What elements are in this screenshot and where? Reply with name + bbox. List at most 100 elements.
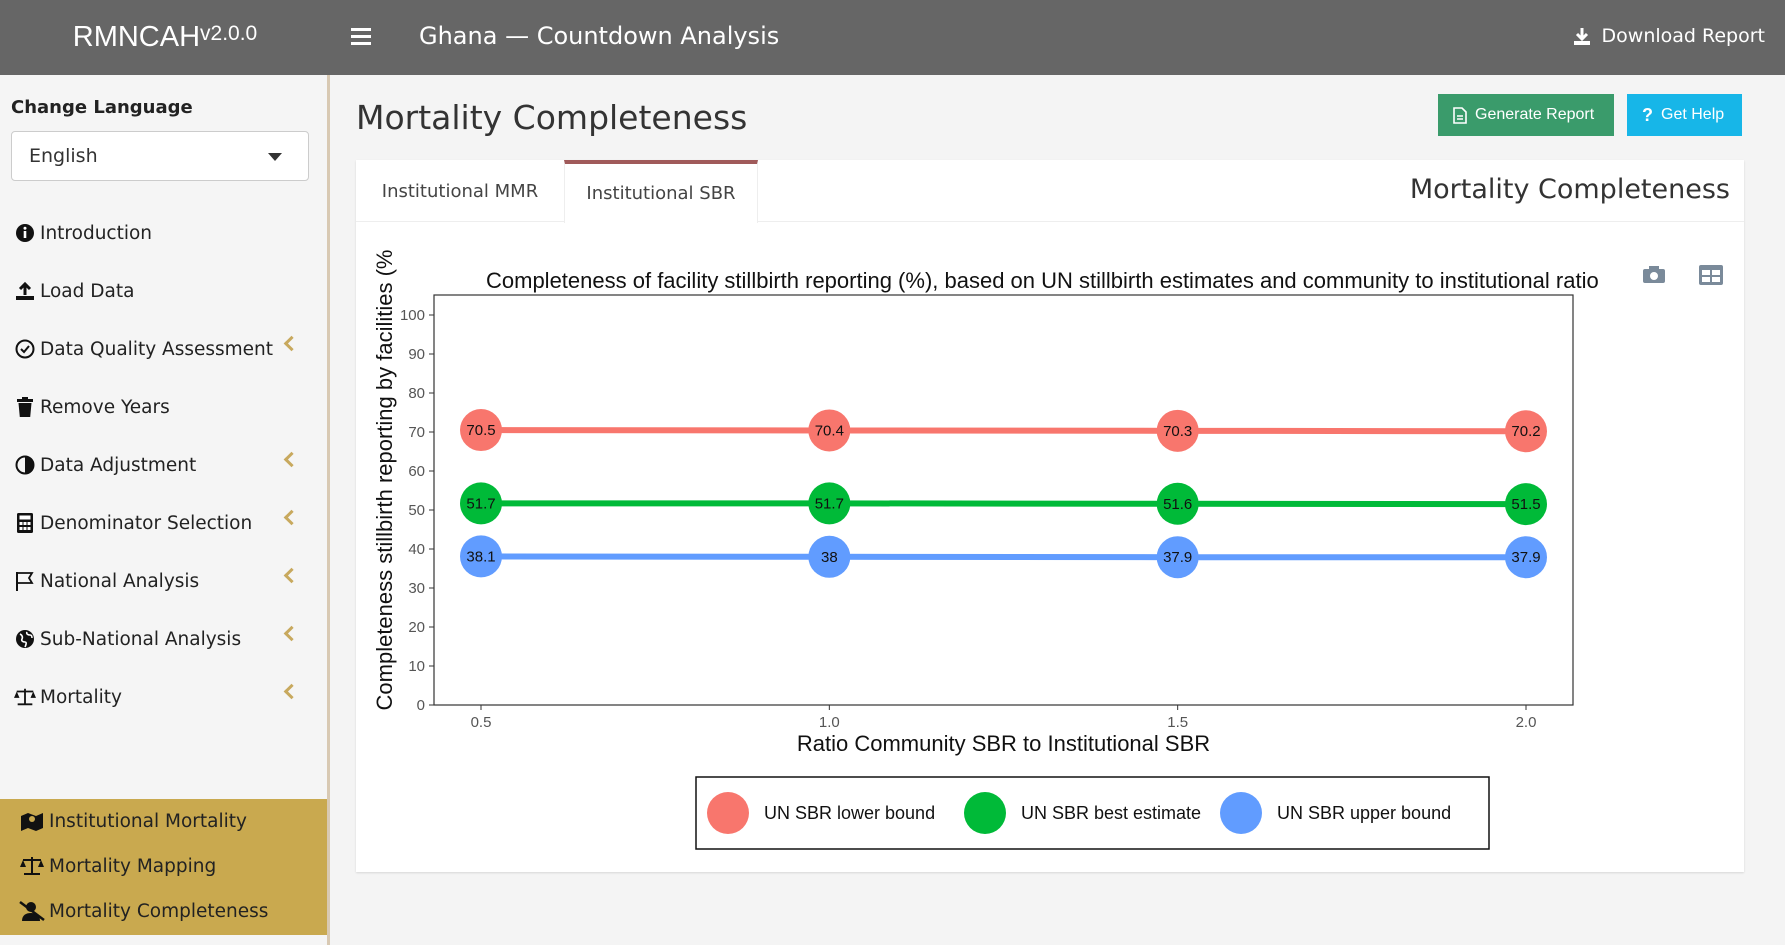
data-point xyxy=(1156,536,1199,579)
sidebar-item-label: Denominator Selection xyxy=(40,512,253,534)
get-help-button[interactable]: ? Get Help xyxy=(1627,94,1742,136)
adjust-icon xyxy=(14,454,36,476)
app-title: Ghana — Countdown Analysis xyxy=(419,22,780,50)
x-tick-label: 2.0 xyxy=(1516,714,1537,731)
legend-swatch xyxy=(707,792,749,834)
legend-label: UN SBR best estimate xyxy=(1021,803,1201,823)
generate-report-label: Generate Report xyxy=(1475,106,1595,123)
upload-icon xyxy=(14,280,36,302)
y-tick-label: 80 xyxy=(408,385,425,402)
y-axis-label: Completeness stillbirth reporting by fac… xyxy=(372,250,397,711)
sidebar-item-label: Data Quality Assessment xyxy=(40,338,274,360)
sidebar-subitem-label: Mortality Mapping xyxy=(49,855,217,877)
user-slash-icon xyxy=(19,900,45,922)
data-label: 70.5 xyxy=(466,422,495,439)
chevron-left-icon xyxy=(283,509,300,526)
sidebar: Change Language English Introduction Loa… xyxy=(0,75,330,945)
chevron-left-icon xyxy=(283,451,300,468)
data-point xyxy=(1156,482,1199,525)
data-label: 51.7 xyxy=(466,495,495,512)
data-label: 38 xyxy=(821,549,838,566)
brand-version: v2.0.0 xyxy=(200,21,258,45)
legend-label: UN SBR upper bound xyxy=(1277,803,1451,823)
sidebar-item-data-quality-assessment[interactable]: Data Quality Assessment xyxy=(0,324,327,374)
trash-icon xyxy=(14,396,36,418)
flag-icon xyxy=(14,570,36,592)
sidebar-subitem-mortality-mapping[interactable]: Mortality Mapping xyxy=(0,844,327,888)
globe-icon xyxy=(14,628,36,650)
menu-toggle-button[interactable] xyxy=(351,24,379,50)
tab-institutional-sbr[interactable]: Institutional SBR xyxy=(564,160,758,223)
data-point xyxy=(808,535,851,578)
sidebar-item-mortality[interactable]: Mortality xyxy=(0,672,327,722)
hamburger-icon-bar xyxy=(351,42,371,45)
sidebar-item-denominator-selection[interactable]: Denominator Selection xyxy=(0,498,327,548)
sidebar-subitem-label: Institutional Mortality xyxy=(49,810,247,832)
data-label: 51.7 xyxy=(815,495,844,512)
sidebar-item-sub-national-analysis[interactable]: Sub-National Analysis xyxy=(0,614,327,664)
data-label: 51.6 xyxy=(1163,496,1192,513)
sidebar-subitem-label: Mortality Completeness xyxy=(49,900,269,922)
get-help-label: Get Help xyxy=(1661,106,1725,123)
y-tick-label: 90 xyxy=(408,346,425,363)
chevron-left-icon xyxy=(283,335,300,352)
data-label: 38.1 xyxy=(466,548,495,565)
y-tick-label: 10 xyxy=(408,658,425,675)
sidebar-item-national-analysis[interactable]: National Analysis xyxy=(0,556,327,606)
download-report-label: Download Report xyxy=(1601,25,1765,47)
sidebar-item-label: Mortality xyxy=(40,686,122,708)
chart-card: Institutional MMR Institutional SBR Mort… xyxy=(356,160,1744,872)
scale-icon xyxy=(19,855,45,877)
data-point xyxy=(1505,410,1547,453)
top-bar: RMNCAH v2.0.0 Ghana — Countdown Analysis … xyxy=(0,0,1785,75)
language-select[interactable]: English xyxy=(11,131,309,181)
mortality-submenu: Institutional Mortality Mortality Mappin… xyxy=(0,799,327,935)
download-report-button[interactable]: Download Report xyxy=(1572,25,1765,47)
legend-swatch xyxy=(1220,792,1262,834)
language-value: English xyxy=(29,145,98,167)
generate-report-button[interactable]: Generate Report xyxy=(1438,94,1614,136)
chevron-left-icon xyxy=(283,683,300,700)
data-label: 51.5 xyxy=(1511,496,1540,513)
brand-logo[interactable]: RMNCAH v2.0.0 xyxy=(0,0,330,75)
y-tick-label: 20 xyxy=(408,619,425,636)
chevron-left-icon xyxy=(283,625,300,642)
y-tick-label: 30 xyxy=(408,580,425,597)
hamburger-icon xyxy=(351,28,371,31)
table-icon[interactable] xyxy=(1699,265,1723,285)
y-tick-label: 100 xyxy=(400,307,425,324)
file-icon xyxy=(1453,106,1467,124)
legend-swatch xyxy=(964,792,1006,834)
y-tick-label: 40 xyxy=(408,541,425,558)
scale-icon xyxy=(14,686,36,708)
sidebar-item-introduction[interactable]: Introduction xyxy=(0,208,327,258)
chart-title: Completeness of facility stillbirth repo… xyxy=(486,268,1599,293)
sidebar-item-label: Introduction xyxy=(40,222,153,244)
data-point xyxy=(460,409,502,452)
card-title: Mortality Completeness xyxy=(1409,174,1730,205)
camera-icon[interactable] xyxy=(1642,264,1666,284)
legend-box xyxy=(695,776,1490,850)
info-circle-icon xyxy=(14,222,36,244)
sidebar-item-label: Load Data xyxy=(40,280,135,302)
data-label: 37.9 xyxy=(1511,549,1540,566)
x-tick-label: 0.5 xyxy=(471,714,492,731)
y-tick-label: 0 xyxy=(417,697,425,714)
plot-border xyxy=(433,294,1574,706)
data-point xyxy=(460,482,502,525)
map-marker-icon xyxy=(19,810,45,832)
sidebar-item-remove-years[interactable]: Remove Years xyxy=(0,382,327,432)
y-tick-label: 70 xyxy=(408,424,425,441)
legend-label: UN SBR lower bound xyxy=(764,803,935,823)
sidebar-item-load-data[interactable]: Load Data xyxy=(0,266,327,316)
x-tick-label: 1.5 xyxy=(1167,714,1188,731)
data-label: 37.9 xyxy=(1163,549,1192,566)
sidebar-subitem-institutional-mortality[interactable]: Institutional Mortality xyxy=(0,799,327,843)
series-line xyxy=(481,500,1527,508)
sidebar-item-label: Sub-National Analysis xyxy=(40,628,242,650)
brand-name: RMNCAH xyxy=(72,21,201,53)
sidebar-subitem-mortality-completeness[interactable]: Mortality Completeness xyxy=(0,889,327,933)
sidebar-item-data-adjustment[interactable]: Data Adjustment xyxy=(0,440,327,490)
y-tick-label: 50 xyxy=(408,502,425,519)
tab-institutional-mmr[interactable]: Institutional MMR xyxy=(381,180,539,202)
